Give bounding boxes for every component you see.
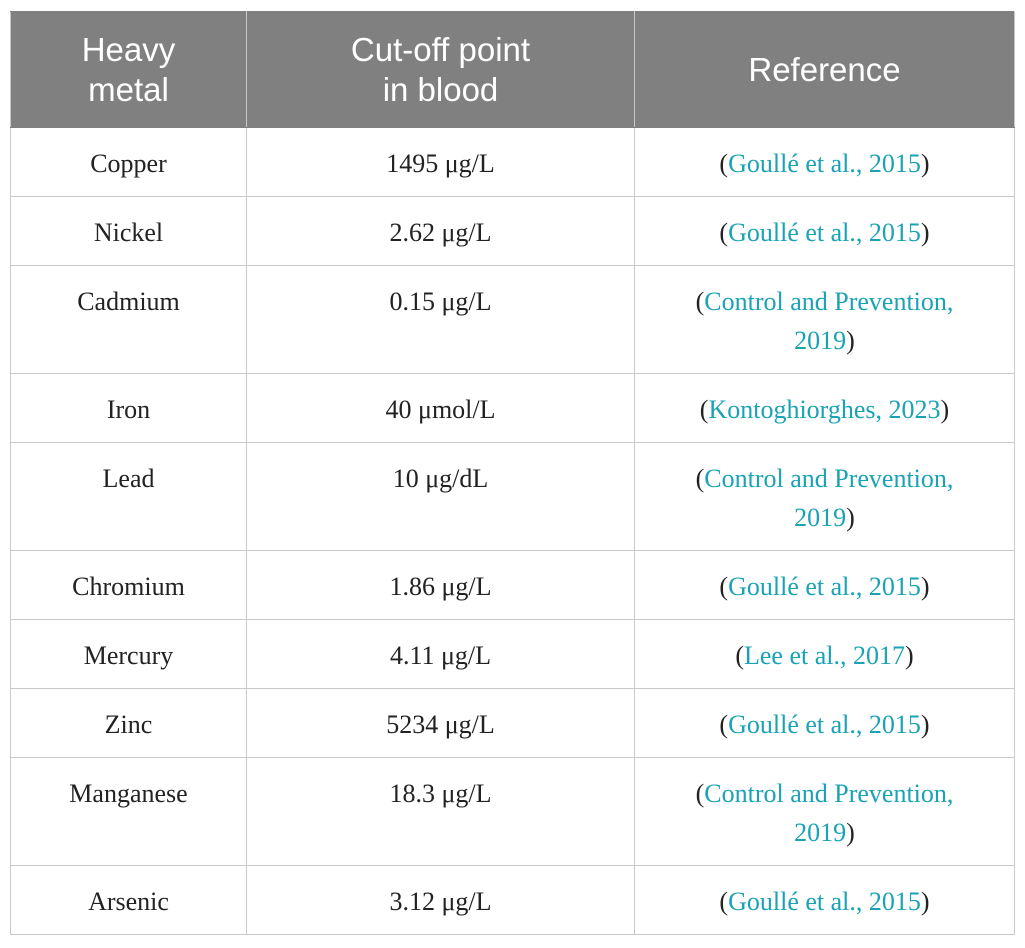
reference-link[interactable]: Control and Prevention, 2019	[704, 779, 954, 847]
reference-wrapper: (Goullé et al., 2015)	[719, 144, 929, 183]
reference-cell: (Goullé et al., 2015)	[634, 688, 1015, 758]
cutoff-cell: 0.15 μg/L	[246, 265, 635, 374]
table-row: Iron 40 μmol/L (Kontoghiorghes, 2023)	[10, 373, 1015, 443]
reference-link[interactable]: Goullé et al., 2015	[728, 572, 921, 601]
metal-cell: Iron	[10, 373, 247, 443]
metal-cell: Cadmium	[10, 265, 247, 374]
reference-cell: (Goullé et al., 2015)	[634, 127, 1015, 197]
table-row: Nickel 2.62 μg/L (Goullé et al., 2015)	[10, 196, 1015, 266]
metal-cell: Nickel	[10, 196, 247, 266]
close-paren: )	[920, 149, 930, 178]
header-heavy-metal: Heavy metal	[10, 11, 247, 128]
reference-wrapper: (Lee et al., 2017)	[735, 636, 913, 675]
close-paren: )	[920, 887, 930, 916]
open-paren: (	[695, 464, 705, 493]
metal-cell: Lead	[10, 442, 247, 551]
open-paren: (	[699, 395, 709, 424]
header-row: Heavy metal Cut-off point in blood Referen…	[10, 11, 1015, 128]
metal-cell: Mercury	[10, 619, 247, 689]
heavy-metal-cutoff-table: Heavy metal Cut-off point in blood Referen…	[10, 11, 1015, 935]
open-paren: (	[695, 287, 705, 316]
open-paren: (	[719, 710, 729, 739]
table-row: Manganese 18.3 μg/L (Control and Preventio…	[10, 757, 1015, 866]
metal-cell: Arsenic	[10, 865, 247, 935]
reference-wrapper: (Goullé et al., 2015)	[719, 567, 929, 606]
reference-wrapper: (Kontoghiorghes, 2023)	[700, 390, 949, 429]
table-row: Chromium 1.86 μg/L (Goullé et al., 2015)	[10, 550, 1015, 620]
reference-link[interactable]: Control and Prevention, 2019	[704, 464, 954, 532]
cutoff-cell: 4.11 μg/L	[246, 619, 635, 689]
close-paren: )	[846, 326, 855, 355]
close-paren: )	[920, 218, 930, 247]
close-paren: )	[846, 818, 855, 847]
close-paren: )	[905, 641, 914, 670]
reference-link[interactable]: Goullé et al., 2015	[728, 710, 921, 739]
metal-cell: Manganese	[10, 757, 247, 866]
reference-cell: (Goullé et al., 2015)	[634, 550, 1015, 620]
header-cutoff-point: Cut-off point in blood	[246, 11, 635, 128]
table-row: Zinc 5234 μg/L (Goullé et al., 2015)	[10, 688, 1015, 758]
cutoff-cell: 40 μmol/L	[246, 373, 635, 443]
cutoff-cell: 2.62 μg/L	[246, 196, 635, 266]
metal-cell: Chromium	[10, 550, 247, 620]
reference-cell: (Control and Prevention, 2019)	[634, 442, 1015, 551]
metal-cell: Zinc	[10, 688, 247, 758]
table-body: Copper 1495 μg/L (Goullé et al., 2015) Nick…	[10, 127, 1015, 935]
close-paren: )	[920, 710, 930, 739]
open-paren: (	[719, 887, 729, 916]
header-reference: Reference	[634, 11, 1015, 128]
reference-link[interactable]: Goullé et al., 2015	[728, 887, 921, 916]
reference-wrapper: (Goullé et al., 2015)	[719, 705, 929, 744]
reference-link[interactable]: Lee et al., 2017	[744, 641, 905, 670]
reference-cell: (Control and Prevention, 2019)	[634, 265, 1015, 374]
cutoff-cell: 10 μg/dL	[246, 442, 635, 551]
reference-wrapper: (Control and Prevention, 2019)	[695, 774, 955, 852]
table-row: Mercury 4.11 μg/L (Lee et al., 2017)	[10, 619, 1015, 689]
reference-cell: (Kontoghiorghes, 2023)	[634, 373, 1015, 443]
table-header: Heavy metal Cut-off point in blood Referen…	[10, 11, 1015, 128]
table-row: Copper 1495 μg/L (Goullé et al., 2015)	[10, 127, 1015, 197]
open-paren: (	[695, 779, 705, 808]
metal-cell: Copper	[10, 127, 247, 197]
cutoff-cell: 3.12 μg/L	[246, 865, 635, 935]
reference-wrapper: (Goullé et al., 2015)	[719, 213, 929, 252]
reference-link[interactable]: Goullé et al., 2015	[728, 149, 921, 178]
open-paren: (	[719, 218, 729, 247]
reference-cell: (Goullé et al., 2015)	[634, 865, 1015, 935]
close-paren: )	[940, 395, 950, 424]
close-paren: )	[920, 572, 930, 601]
cutoff-cell: 1495 μg/L	[246, 127, 635, 197]
table-row: Cadmium 0.15 μg/L (Control and Prevention,…	[10, 265, 1015, 374]
reference-wrapper: (Goullé et al., 2015)	[719, 882, 929, 921]
reference-link[interactable]: Kontoghiorghes, 2023	[708, 395, 941, 424]
open-paren: (	[719, 572, 729, 601]
close-paren: )	[846, 503, 855, 532]
reference-wrapper: (Control and Prevention, 2019)	[695, 459, 955, 537]
reference-wrapper: (Control and Prevention, 2019)	[695, 282, 955, 360]
reference-link[interactable]: Control and Prevention, 2019	[704, 287, 954, 355]
reference-link[interactable]: Goullé et al., 2015	[728, 218, 921, 247]
table-row: Arsenic 3.12 μg/L (Goullé et al., 2015)	[10, 865, 1015, 935]
cutoff-cell: 18.3 μg/L	[246, 757, 635, 866]
open-paren: (	[735, 641, 744, 670]
cutoff-cell: 5234 μg/L	[246, 688, 635, 758]
reference-cell: (Control and Prevention, 2019)	[634, 757, 1015, 866]
open-paren: (	[719, 149, 729, 178]
cutoff-cell: 1.86 μg/L	[246, 550, 635, 620]
table-row: Lead 10 μg/dL (Control and Prevention, 201…	[10, 442, 1015, 551]
reference-cell: (Lee et al., 2017)	[634, 619, 1015, 689]
reference-cell: (Goullé et al., 2015)	[634, 196, 1015, 266]
